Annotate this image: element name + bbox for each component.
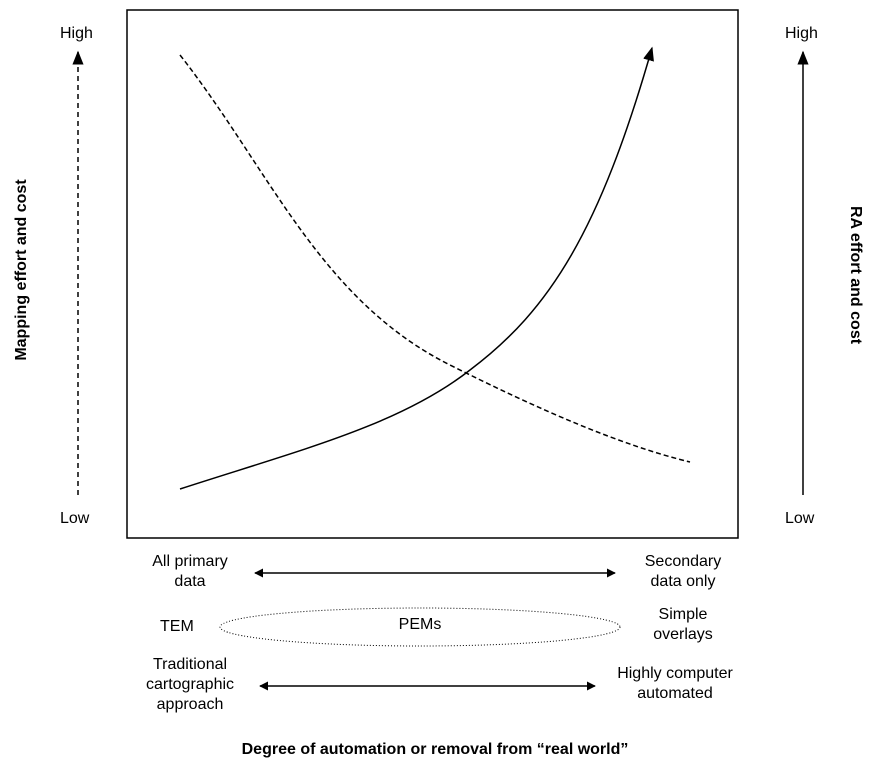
left-axis-high: High xyxy=(60,25,93,42)
left-axis-low: Low xyxy=(60,510,90,527)
left-axis-title: Mapping effort and cost xyxy=(13,179,30,361)
mapping-effort-curve xyxy=(179,54,691,463)
ra-effort-curve xyxy=(179,46,654,490)
bottom-axis-title: Degree of automation or removal from “re… xyxy=(241,741,629,758)
traditional-approach-label: Traditional cartographic approach xyxy=(145,656,235,713)
highly-automated-label: Highly computer automated xyxy=(617,665,733,702)
pems-label: PEMs xyxy=(398,616,442,633)
simple-overlays-label: Simple overlays xyxy=(653,606,713,643)
plot-frame xyxy=(126,9,739,539)
tem-label: TEM xyxy=(160,618,194,635)
right-axis-high: High xyxy=(785,25,818,42)
secondary-data-only-label: Secondary data only xyxy=(644,553,722,590)
all-primary-data-label: All primary data xyxy=(152,553,228,590)
pems-ellipse xyxy=(219,607,621,647)
right-axis-title: RA effort and cost xyxy=(847,205,864,345)
right-axis-low: Low xyxy=(785,510,815,527)
